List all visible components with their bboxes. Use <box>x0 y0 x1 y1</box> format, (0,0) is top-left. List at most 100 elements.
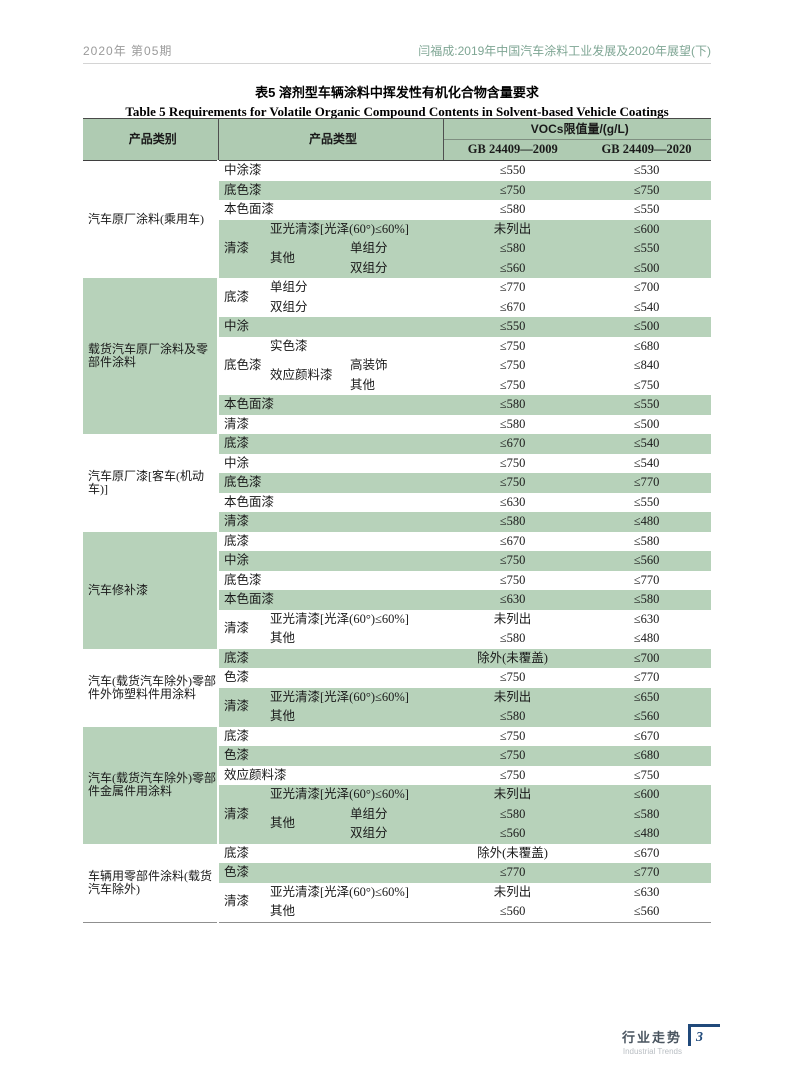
footer-section: 行业走势 Industrial Trends <box>622 1024 682 1056</box>
voc-limit-cell: ≤550 <box>577 200 712 220</box>
table-row: 清漆 亚光清漆[光泽(60°)≤60%] 未列出 ≤630 <box>83 609 712 649</box>
voc-limit-cell: ≤750 <box>577 180 712 200</box>
product-type-cell: 底漆 <box>218 843 444 863</box>
table-row: 色漆 ≤750 ≤680 <box>83 746 712 766</box>
header-cell-voc-limit: VOCs限值量/(g/L) <box>443 118 712 140</box>
product-category-cell: 汽车(载货汽车除外)零部件金属件用涂料 <box>83 726 219 844</box>
product-type-cell: 亚光清漆[光泽(60°)≤60%] <box>265 882 444 902</box>
product-type-cell: 实色漆 <box>265 336 444 356</box>
table-row: 清漆 亚光清漆[光泽(60°)≤60%] 未列出 ≤630 <box>83 882 712 922</box>
product-type-cell: 高装饰 <box>345 356 444 376</box>
table-row: 本色面漆 ≤580 ≤550 <box>83 200 712 220</box>
voc-limit-cell: ≤750 <box>443 746 578 766</box>
table-header-row-2: GB 24409—2009 GB 24409—2020 <box>83 139 712 161</box>
voc-limit-cell: ≤630 <box>443 492 578 512</box>
footer-section-zh: 行业走势 <box>621 1030 682 1045</box>
product-type-cell: 清漆 <box>218 687 265 727</box>
table-row: 其他 ≤560 ≤560 <box>83 902 712 922</box>
voc-limit-cell: ≤580 <box>443 200 578 220</box>
product-type-cell: 亚光清漆[光泽(60°)≤60%] <box>265 219 444 239</box>
product-type-cell: 双组分 <box>265 297 444 317</box>
product-type-cell: 中涂 <box>218 551 444 571</box>
table-row: 其他 ≤580 ≤480 <box>83 629 712 649</box>
table-header-row-1: 产品类别 产品类型 VOCs限值量/(g/L) <box>83 118 712 161</box>
product-type-cell: 清漆 <box>218 219 265 278</box>
voc-limit-cell: ≤630 <box>443 590 578 610</box>
product-category-cell: 车辆用零部件涂料(载货汽车除外) <box>83 843 219 922</box>
product-category-cell: 汽车原厂涂料(乘用车) <box>83 160 219 278</box>
table-row: 双组分 ≤670 ≤540 <box>83 297 712 317</box>
product-type-cell: 单组分 <box>265 278 444 298</box>
product-type-cell: 清漆 <box>218 414 444 434</box>
product-type-cell: 效应颜料漆 <box>265 356 345 395</box>
product-type-cell: 中涂 <box>218 453 444 473</box>
product-type-cell: 单组分 <box>345 239 444 259</box>
table-row: 其他 单组分 ≤580 ≤580 <box>83 804 712 844</box>
product-type-cell: 亚光清漆[光泽(60°)≤60%] <box>265 609 444 629</box>
product-type-cell: 双组分 <box>345 824 444 844</box>
voc-limit-cell: ≤560 <box>577 707 712 727</box>
voc-limit-cell: ≤750 <box>443 726 578 746</box>
voc-limit-cell: ≤770 <box>577 473 712 493</box>
table-row: 色漆 ≤770 ≤770 <box>83 863 712 883</box>
product-type-cell: 其他 <box>265 707 444 727</box>
table-row: 本色面漆 ≤580 ≤550 <box>83 395 712 415</box>
table-row: 清漆 亚光清漆[光泽(60°)≤60%] 未列出 ≤600 <box>83 785 712 844</box>
voc-limit-cell: ≤670 <box>443 434 578 454</box>
voc-limit-cell: ≤560 <box>577 551 712 571</box>
voc-limit-cell: ≤750 <box>443 336 578 356</box>
header-cell-gb2020: GB 24409—2020 <box>577 139 712 161</box>
voc-limit-cell: ≤750 <box>443 551 578 571</box>
table-row: 载货汽车原厂涂料及零部件涂料 底漆 单组分 ≤770 ≤700 <box>83 278 712 434</box>
product-type-cell: 底色漆 <box>218 336 265 395</box>
product-type-cell: 单组分 <box>345 804 444 824</box>
product-type-cell: 本色面漆 <box>218 200 444 220</box>
table-row: 效应颜料漆 ≤750 ≤750 <box>83 765 712 785</box>
voc-limit-cell: ≤550 <box>443 160 578 181</box>
voc-limit-cell: ≤750 <box>577 765 712 785</box>
table-row: 汽车原厂漆[客车(机动车)] 底漆 ≤670 ≤540 <box>83 434 712 532</box>
voc-table: 产品类别 产品类型 VOCs限值量/(g/L) GB 24409—2009 GB… <box>83 118 712 923</box>
voc-limit-cell: ≤670 <box>443 297 578 317</box>
voc-limit-cell: ≤550 <box>577 492 712 512</box>
voc-limit-cell: ≤750 <box>443 668 578 688</box>
product-type-cell: 其他 <box>265 804 345 844</box>
voc-limit-cell: ≤750 <box>443 356 578 376</box>
table-row: 汽车(载货汽车除外)零部件金属件用涂料 底漆 ≤750 ≤670 <box>83 726 712 844</box>
voc-limit-cell: ≤770 <box>577 668 712 688</box>
product-type-cell: 本色面漆 <box>218 395 444 415</box>
voc-limit-cell: ≤580 <box>443 629 578 649</box>
table-head: 产品类别 产品类型 VOCs限值量/(g/L) GB 24409—2009 GB… <box>83 118 712 161</box>
table-row: 其他 ≤750 ≤750 <box>83 375 712 395</box>
voc-limit-cell: ≤560 <box>577 902 712 922</box>
product-type-cell: 其他 <box>345 375 444 395</box>
voc-limit-cell: ≤750 <box>577 375 712 395</box>
table-row: 双组分 ≤560 ≤480 <box>83 824 712 844</box>
voc-limit-cell: ≤770 <box>577 570 712 590</box>
product-type-cell: 其他 <box>265 629 444 649</box>
voc-limit-cell: ≤750 <box>443 473 578 493</box>
voc-limit-cell: ≤580 <box>443 414 578 434</box>
voc-limit-cell: ≤580 <box>577 590 712 610</box>
voc-limit-cell: ≤670 <box>577 726 712 746</box>
product-type-cell: 清漆 <box>218 785 265 844</box>
table-title-block: 表5 溶剂型车辆涂料中挥发性有机化合物含量要求 Table 5 Requirem… <box>0 82 794 120</box>
header-cell-gb2009: GB 24409—2009 <box>443 139 578 161</box>
article-title: 闫福成:2019年中国汽车涂料工业发展及2020年展望(下) <box>418 44 711 58</box>
voc-limit-cell: ≤540 <box>577 453 712 473</box>
product-type-cell: 其他 <box>265 239 345 278</box>
voc-limit-cell: ≤500 <box>577 317 712 337</box>
product-type-cell: 色漆 <box>218 746 444 766</box>
voc-limit-cell: ≤770 <box>443 863 578 883</box>
voc-limit-cell: ≤840 <box>577 356 712 376</box>
voc-limit-cell: ≤560 <box>443 902 578 922</box>
product-type-cell: 清漆 <box>218 882 265 922</box>
product-type-cell: 色漆 <box>218 863 444 883</box>
voc-limit-cell: ≤580 <box>577 804 712 824</box>
product-type-cell: 效应颜料漆 <box>218 765 444 785</box>
table-row: 中涂 ≤750 ≤540 <box>83 453 712 473</box>
product-type-cell: 底漆 <box>218 648 444 668</box>
voc-limit-cell: ≤670 <box>577 843 712 863</box>
table-row: 中涂 ≤550 ≤500 <box>83 317 712 337</box>
